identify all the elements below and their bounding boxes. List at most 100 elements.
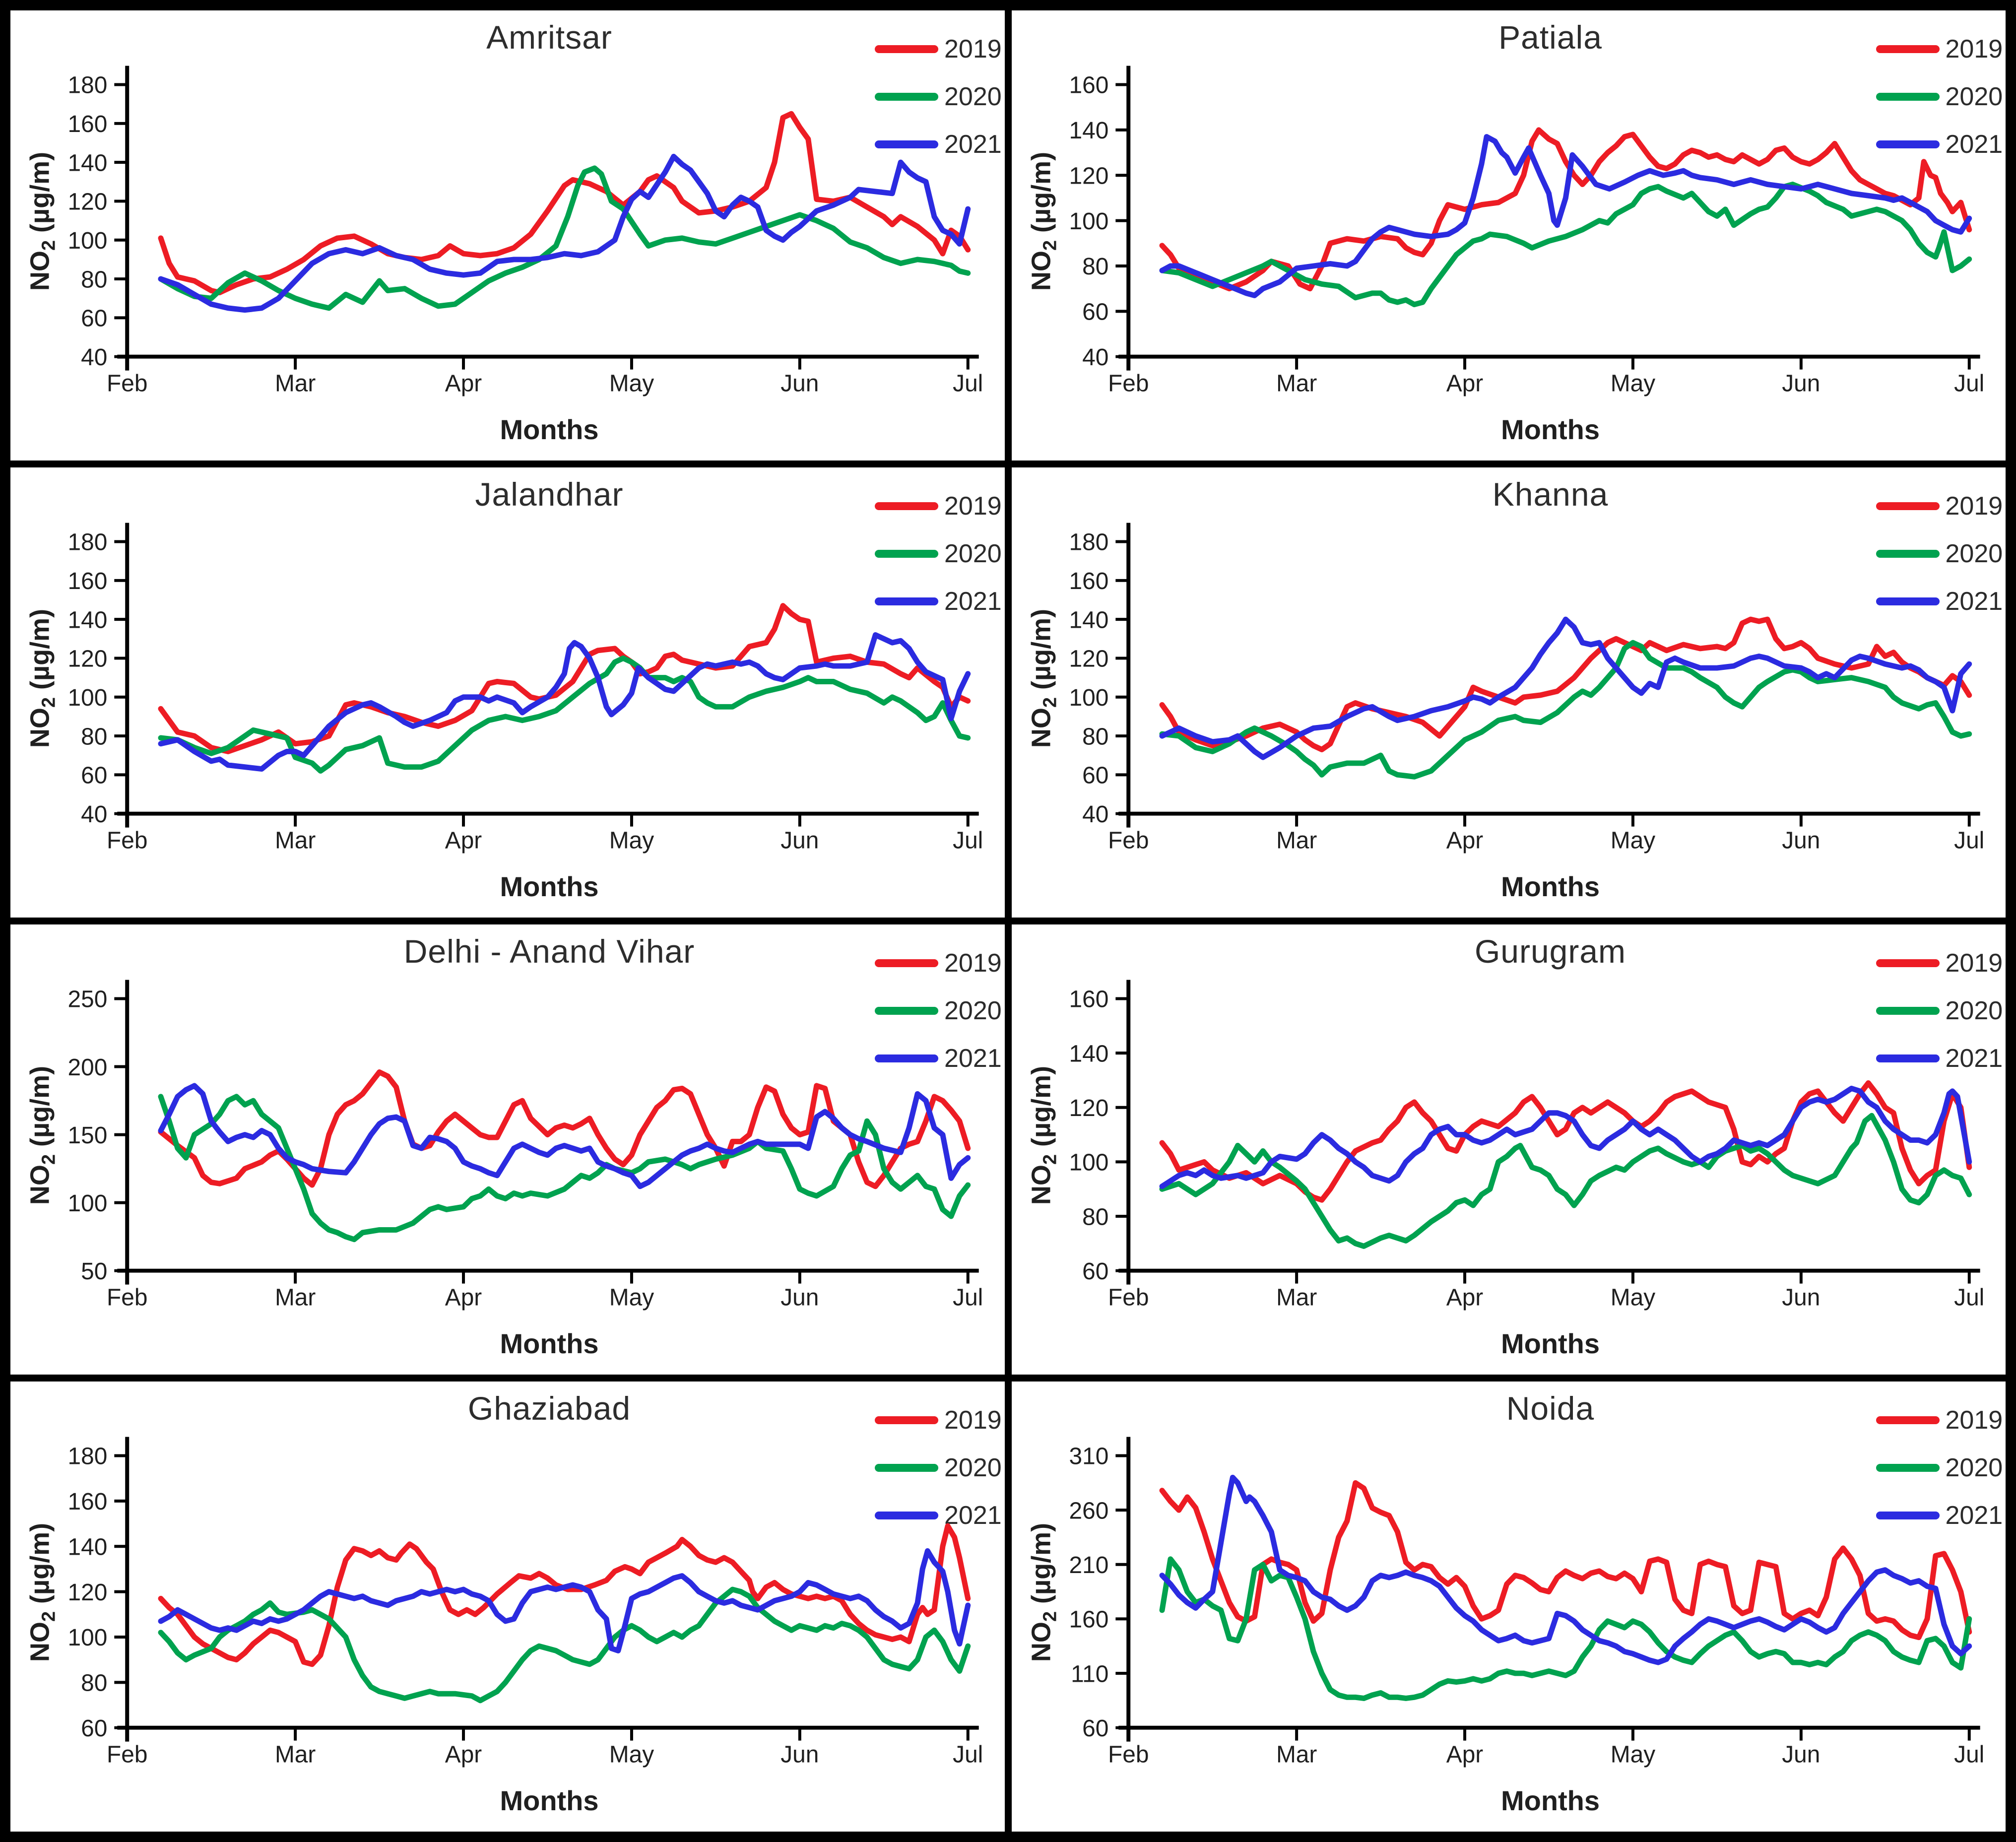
y-tick-label: 80 — [1082, 1204, 1108, 1230]
x-tick-label: Mar — [1276, 827, 1316, 854]
legend-label: 2020 — [944, 539, 1002, 568]
x-tick-label: Apr — [445, 370, 482, 396]
legend-line-swatch — [1876, 1054, 1940, 1062]
x-tick-label: May — [1610, 370, 1655, 396]
chart-panel-amritsar: Amritsar 2019 2020 2021 NO2 (µg/m) 40 60 8… — [7, 7, 1008, 464]
y-tick-label: 180 — [1069, 529, 1108, 556]
chart-plot: 50 100 150 200 250 Feb Mar Apr May Jun Jul — [68, 980, 983, 1311]
legend-line-swatch — [1876, 959, 1940, 967]
x-tick-label: Mar — [275, 1741, 316, 1768]
legend-label: 2020 — [944, 996, 1002, 1025]
legend-label: 2021 — [944, 1044, 1002, 1073]
legend-label: 2019 — [944, 949, 1002, 978]
legend-item: 2019 — [875, 492, 1002, 521]
legend-item: 2021 — [1876, 1044, 2003, 1073]
x-tick-label: Jun — [780, 370, 819, 396]
series-line-2020 — [1159, 1113, 1972, 1249]
legend-label: 2020 — [1945, 996, 2003, 1025]
series-line-2020 — [158, 655, 971, 774]
chart-plot: 40 60 80 100 120 140 160 180 Feb Mar Apr May Jun Jul — [68, 66, 983, 396]
x-tick-label: Feb — [107, 827, 147, 854]
y-tick-label: 180 — [68, 1444, 108, 1470]
y-tick-label: 120 — [1069, 646, 1108, 672]
y-tick-label: 120 — [68, 646, 108, 672]
chart-title: Amritsar — [486, 19, 612, 56]
legend-item: 2019 — [875, 949, 1002, 978]
x-tick-label: Jul — [1954, 1284, 1984, 1311]
chart-title: Patiala — [1498, 19, 1602, 56]
x-tick-label: Jun — [1782, 827, 1820, 854]
x-axis-label: Months — [500, 1785, 599, 1816]
x-tick-label: Mar — [275, 1284, 316, 1311]
x-tick-label: May — [609, 1284, 654, 1311]
legend-line-swatch — [875, 93, 938, 101]
legend-label: 2019 — [1945, 1406, 2003, 1435]
y-tick-label: 80 — [81, 266, 107, 293]
y-tick-label: 100 — [1069, 685, 1108, 711]
x-axis-label: Months — [1500, 871, 1600, 902]
series-line-2021 — [1159, 616, 1972, 760]
x-axis-label: Months — [1500, 414, 1600, 445]
y-tick-label: 140 — [68, 607, 108, 633]
x-tick-label: May — [609, 370, 654, 396]
y-tick-label: 80 — [81, 1670, 107, 1697]
y-tick-label: 260 — [1069, 1498, 1108, 1524]
legend-item: 2021 — [875, 130, 1002, 159]
chart-panel-jalandhar: Jalandhar 2019 2020 2021 NO2 (µg/m) 40 60… — [7, 464, 1008, 921]
chart-title: Jalandhar — [475, 476, 624, 513]
legend-item: 2020 — [875, 996, 1002, 1025]
x-tick-label: Jul — [953, 1741, 983, 1768]
y-tick-label: 160 — [1069, 72, 1108, 99]
legend-line-swatch — [875, 140, 938, 148]
x-tick-label: Jun — [1782, 1741, 1820, 1768]
legend-label: 2021 — [1945, 587, 2003, 616]
x-tick-label: Jul — [953, 827, 983, 854]
x-tick-label: Apr — [1446, 1284, 1483, 1311]
chart-title: Noida — [1506, 1390, 1595, 1427]
legend-line-swatch — [875, 45, 938, 53]
y-tick-label: 40 — [1082, 801, 1108, 828]
legend-line-swatch — [875, 1007, 938, 1015]
y-tick-label: 100 — [1069, 1150, 1108, 1176]
chart-plot: 60 110 160 210 260 310 Feb Mar Apr May Jun Jul — [1069, 1437, 1984, 1768]
y-tick-label: 110 — [1071, 1661, 1108, 1687]
series-line-2019 — [158, 111, 971, 296]
legend-line-swatch — [875, 1416, 938, 1424]
legend-item: 2020 — [1876, 539, 2003, 568]
y-tick-label: 40 — [81, 344, 107, 371]
y-tick-label: 140 — [1069, 1041, 1108, 1067]
legend-label: 2021 — [944, 1501, 1002, 1530]
legend-label: 2020 — [1945, 1453, 2003, 1482]
legend-label: 2019 — [944, 492, 1002, 521]
legend-line-swatch — [875, 550, 938, 558]
x-tick-label: Feb — [107, 370, 147, 396]
chart-panel-gurugram: Gurugram 2019 2020 2021 NO2 (µg/m) 60 80 1… — [1008, 921, 2009, 1378]
legend-item: 2019 — [1876, 35, 2003, 64]
y-tick-label: 160 — [68, 1489, 108, 1515]
y-tick-label: 120 — [1069, 163, 1108, 189]
y-tick-label: 140 — [68, 1534, 108, 1560]
legend-line-swatch — [1876, 1512, 1940, 1519]
legend-label: 2020 — [944, 1453, 1002, 1482]
x-axis-label: Months — [500, 871, 599, 902]
x-tick-label: Jul — [1954, 827, 1984, 854]
chart-panel-patiala: Patiala 2019 2020 2021 NO2 (µg/m) 40 60 80… — [1008, 7, 2009, 464]
legend-label: 2020 — [944, 82, 1002, 111]
y-tick-label: 150 — [68, 1122, 108, 1149]
x-tick-label: Apr — [445, 827, 482, 854]
chart-panel-khanna: Khanna 2019 2020 2021 NO2 (µg/m) 40 60 80 1… — [1008, 464, 2009, 921]
legend-item: 2020 — [875, 1453, 1002, 1482]
chart-plot: 40 60 80 100 120 140 160 180 Feb Mar Apr May Jun Jul — [68, 523, 983, 854]
legend-item: 2019 — [875, 35, 1002, 64]
y-tick-label: 60 — [81, 763, 107, 789]
legend-label: 2021 — [1945, 130, 2003, 159]
x-tick-label: Jul — [953, 1284, 983, 1311]
x-tick-label: May — [609, 827, 654, 854]
x-tick-label: Jul — [953, 370, 983, 396]
legend-item: 2020 — [875, 82, 1002, 111]
legend: 2019 2020 2021 — [875, 492, 1002, 635]
x-tick-label: Feb — [107, 1284, 147, 1311]
legend-label: 2020 — [1945, 82, 2003, 111]
x-tick-label: Jul — [1954, 370, 1984, 396]
x-tick-label: Apr — [1446, 1741, 1483, 1768]
